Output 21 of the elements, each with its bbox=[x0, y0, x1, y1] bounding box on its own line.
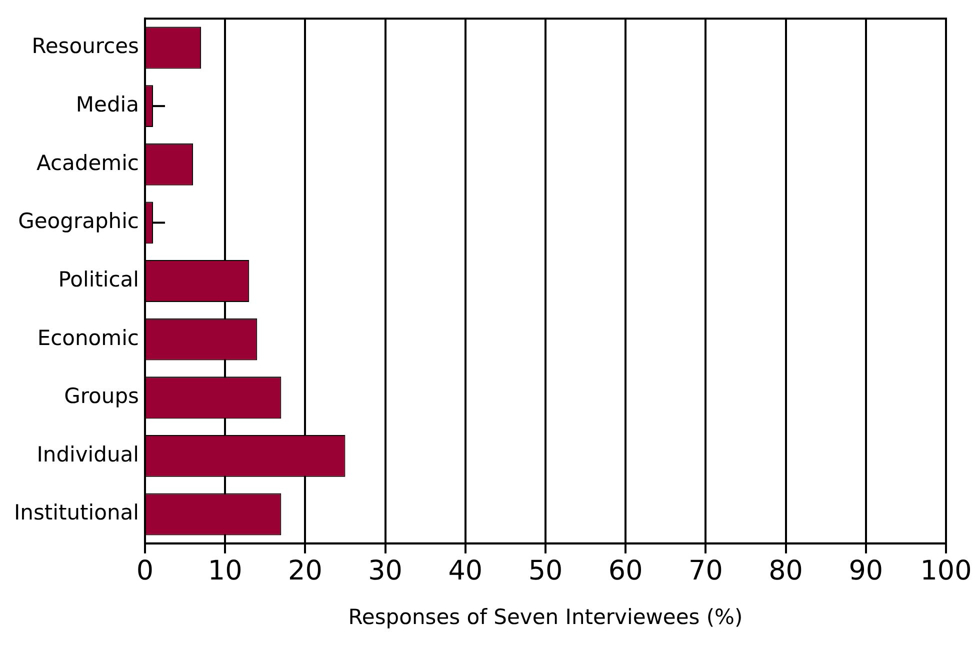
x-tick-label: 70 bbox=[688, 556, 723, 587]
x-tick-label: 40 bbox=[448, 556, 483, 587]
x-tick-label: 10 bbox=[208, 556, 242, 587]
y-tick-label: Geographic bbox=[18, 209, 139, 234]
x-tick-label: 20 bbox=[288, 556, 322, 587]
x-tick-label: 80 bbox=[768, 556, 803, 587]
y-tick-label: Economic bbox=[37, 326, 139, 350]
x-tick-label: 0 bbox=[136, 556, 154, 587]
y-tick-label: Political bbox=[58, 267, 139, 292]
x-tick-label: 60 bbox=[608, 556, 643, 587]
y-tick-label: Individual bbox=[36, 442, 139, 466]
y-tick-label: Academic bbox=[36, 150, 139, 175]
y-tick-label: Groups bbox=[64, 384, 139, 408]
y-tick-label: Institutional bbox=[14, 500, 139, 525]
x-tick-label: 30 bbox=[368, 556, 402, 587]
x-tick-label: 90 bbox=[848, 556, 884, 587]
x-tick-label: 100 bbox=[920, 556, 972, 587]
y-tick-label: Resources bbox=[32, 34, 139, 58]
x-axis-title: Responses of Seven Interviewees (%) bbox=[348, 604, 743, 629]
x-tick-label: 50 bbox=[528, 556, 563, 587]
y-tick-label: Media bbox=[76, 92, 139, 117]
